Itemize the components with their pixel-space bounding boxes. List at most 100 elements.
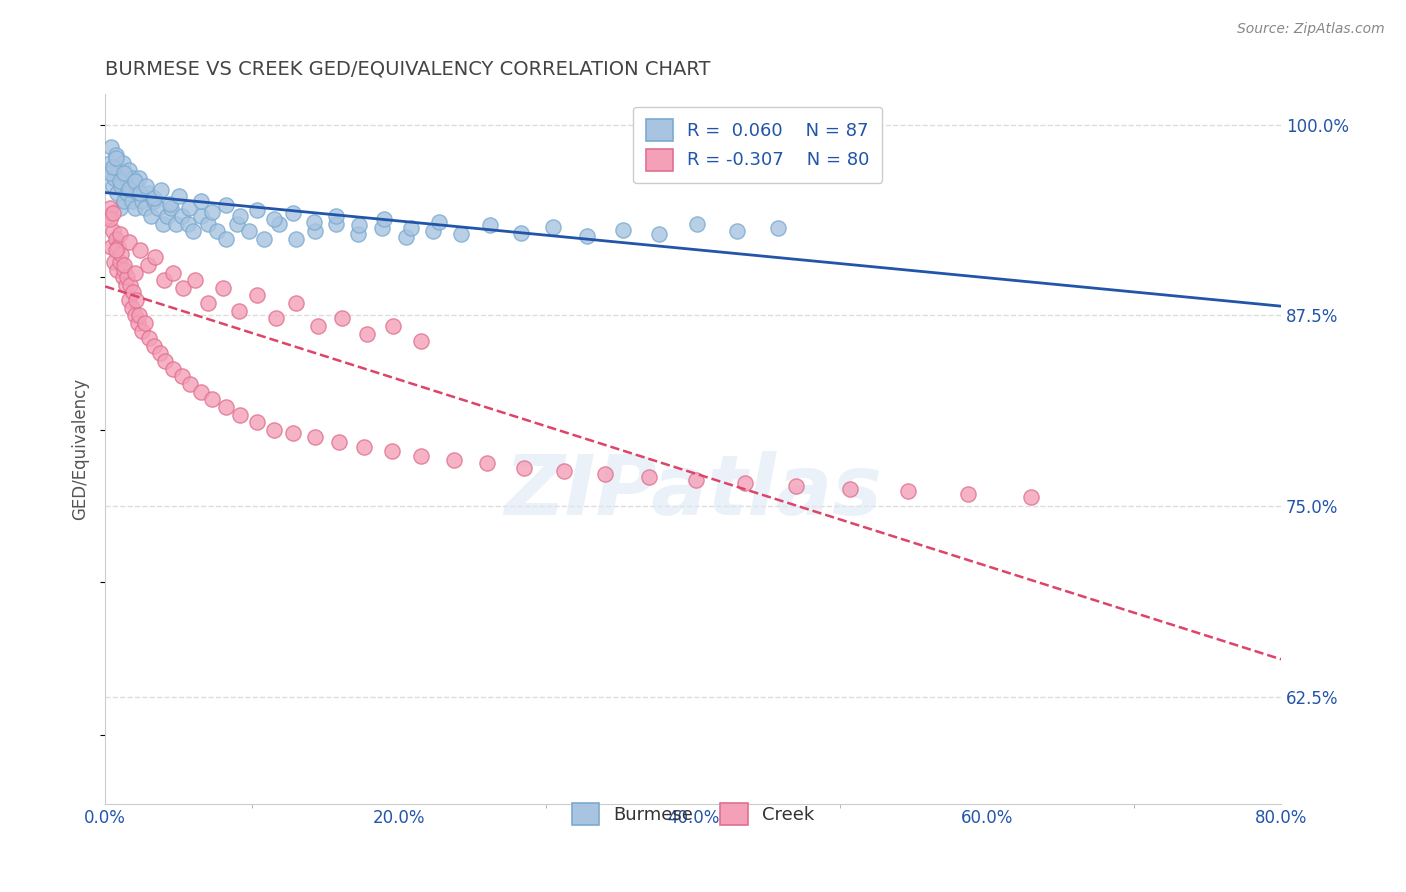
Point (356, 326, 378, 341)
Point (100, 140, 122, 154)
Point (839, 483, 862, 497)
Point (101, 161, 124, 175)
Point (129, 243, 152, 257)
Point (136, 258, 159, 272)
Point (122, 285, 145, 300)
Point (107, 163, 129, 178)
Point (768, 221, 790, 235)
Point (139, 209, 162, 223)
Point (146, 202, 169, 216)
Point (143, 250, 166, 264)
Point (114, 171, 136, 186)
Point (118, 163, 141, 178)
Point (159, 197, 181, 211)
Point (128, 308, 150, 322)
Point (111, 270, 134, 285)
Point (283, 425, 305, 440)
Point (121, 194, 143, 208)
Point (127, 316, 149, 330)
Point (211, 281, 233, 295)
Point (411, 334, 433, 349)
Point (101, 224, 124, 238)
Point (150, 183, 173, 197)
Point (121, 301, 143, 315)
Point (98, 166, 121, 180)
Point (124, 174, 146, 188)
Point (100, 240, 122, 254)
Point (638, 470, 661, 484)
Point (108, 202, 131, 216)
Point (553, 464, 575, 478)
Point (97, 163, 120, 178)
Point (135, 178, 157, 193)
Point (245, 288, 267, 302)
Point (325, 217, 347, 231)
Point (114, 277, 136, 292)
Point (543, 219, 565, 234)
Point (172, 281, 194, 295)
Point (112, 258, 135, 272)
Point (307, 318, 329, 333)
Point (264, 311, 287, 326)
Point (101, 206, 124, 220)
Point (229, 209, 252, 223)
Point (149, 346, 172, 360)
Point (110, 247, 132, 261)
Point (263, 423, 285, 437)
Point (118, 182, 141, 196)
Point (347, 227, 370, 242)
Point (162, 361, 184, 376)
Point (136, 186, 159, 201)
Point (215, 198, 238, 212)
Point (513, 461, 536, 475)
Point (108, 255, 131, 269)
Point (138, 331, 160, 345)
Point (477, 456, 499, 470)
Point (179, 376, 201, 391)
Point (197, 296, 219, 310)
Point (304, 224, 326, 238)
Point (443, 453, 465, 467)
Point (190, 209, 212, 223)
Point (201, 204, 224, 219)
Point (117, 270, 139, 285)
Text: ZIPatlas: ZIPatlas (505, 451, 882, 532)
Point (330, 311, 353, 326)
Point (245, 202, 267, 217)
Point (190, 384, 212, 399)
Point (302, 215, 325, 229)
Point (97, 209, 120, 223)
Point (142, 191, 165, 205)
Point (120, 178, 142, 193)
Y-axis label: GED/Equivalency: GED/Equivalency (72, 378, 89, 520)
Point (215, 400, 238, 414)
Point (128, 171, 150, 186)
Point (124, 202, 146, 216)
Point (131, 324, 153, 338)
Point (101, 178, 124, 193)
Point (576, 229, 599, 244)
Point (183, 224, 205, 238)
Point (648, 227, 671, 242)
Point (205, 224, 228, 238)
Point (105, 186, 128, 201)
Point (686, 217, 709, 231)
Point (134, 316, 156, 330)
Point (155, 354, 177, 368)
Point (381, 444, 404, 458)
Point (373, 212, 395, 227)
Text: Source: ZipAtlas.com: Source: ZipAtlas.com (1237, 22, 1385, 37)
Point (612, 223, 634, 237)
Point (325, 209, 347, 223)
Point (228, 303, 250, 318)
Point (162, 266, 184, 280)
Point (263, 212, 285, 227)
Legend: Burmese, Creek: Burmese, Creek (562, 794, 824, 834)
Point (170, 369, 193, 384)
Point (160, 202, 183, 216)
Point (267, 217, 290, 231)
Point (118, 235, 141, 249)
Point (103, 255, 125, 269)
Point (134, 202, 156, 216)
Point (734, 476, 756, 491)
